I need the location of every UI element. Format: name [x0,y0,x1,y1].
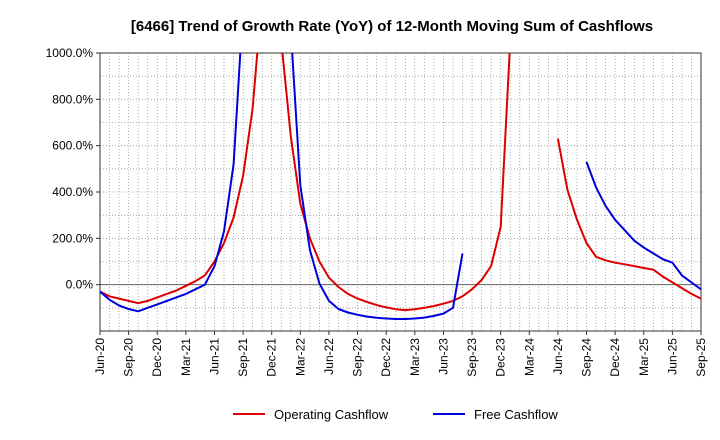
x-tick-label: Mar-25 [637,338,651,376]
x-tick-label: Sep-22 [351,338,365,377]
x-tick-label: Sep-21 [236,338,250,377]
series-line-segment [585,161,701,291]
x-axis: Jun-20 Sep-20 Dec-20 Mar-21 Jun-21 Sep-21 Dec-… [93,331,708,377]
x-tick-label: Dec-23 [494,338,508,377]
x-tick-label: Mar-23 [408,338,422,376]
y-tick-label: 600.0% [52,139,93,153]
series-line-segment [100,53,464,320]
x-tick-label: Jun-25 [665,338,679,375]
y-tick-label: 400.0% [52,185,93,199]
x-tick-label: Sep-25 [694,338,708,377]
x-tick-label: Jun-20 [93,338,107,375]
x-tick-label: Dec-24 [608,338,622,377]
chart-title: [6466] Trend of Growth Rate (YoY) of 12-… [131,18,653,35]
y-tick-label: 0.0% [66,278,94,292]
x-tick-label: Jun-24 [551,338,565,375]
x-tick-label: Jun-21 [207,338,221,375]
y-tick-label: 800.0% [52,92,93,106]
x-tick-label: Mar-21 [179,338,193,376]
series-operating-cashflow [100,53,701,312]
x-tick-label: Sep-24 [580,338,594,377]
legend-label-operating-cashflow: Operating Cashflow [274,407,389,422]
series-line-segment [100,53,511,312]
x-tick-label: Dec-21 [265,338,279,377]
x-tick-label: Mar-24 [522,338,536,376]
grid-lines [100,53,701,331]
x-tick-label: Mar-22 [293,338,307,376]
legend: Operating Cashflow Free Cashflow [233,407,558,422]
y-tick-label: 200.0% [52,231,93,245]
x-tick-label: Dec-20 [150,338,164,377]
legend-label-free-cashflow: Free Cashflow [474,407,558,422]
x-tick-label: Sep-23 [465,338,479,377]
series-line-segment [556,138,701,300]
x-tick-label: Jun-23 [436,338,450,375]
series-layer [100,53,701,320]
x-tick-label: Dec-22 [379,338,393,377]
y-tick-label: 1000.0% [46,46,94,60]
series-free-cashflow [100,53,701,320]
x-tick-label: Jun-22 [322,338,336,375]
y-axis: 0.0% 200.0% 400.0% 600.0% 800.0% 1000.0% [46,46,100,292]
x-tick-label: Sep-20 [122,338,136,377]
